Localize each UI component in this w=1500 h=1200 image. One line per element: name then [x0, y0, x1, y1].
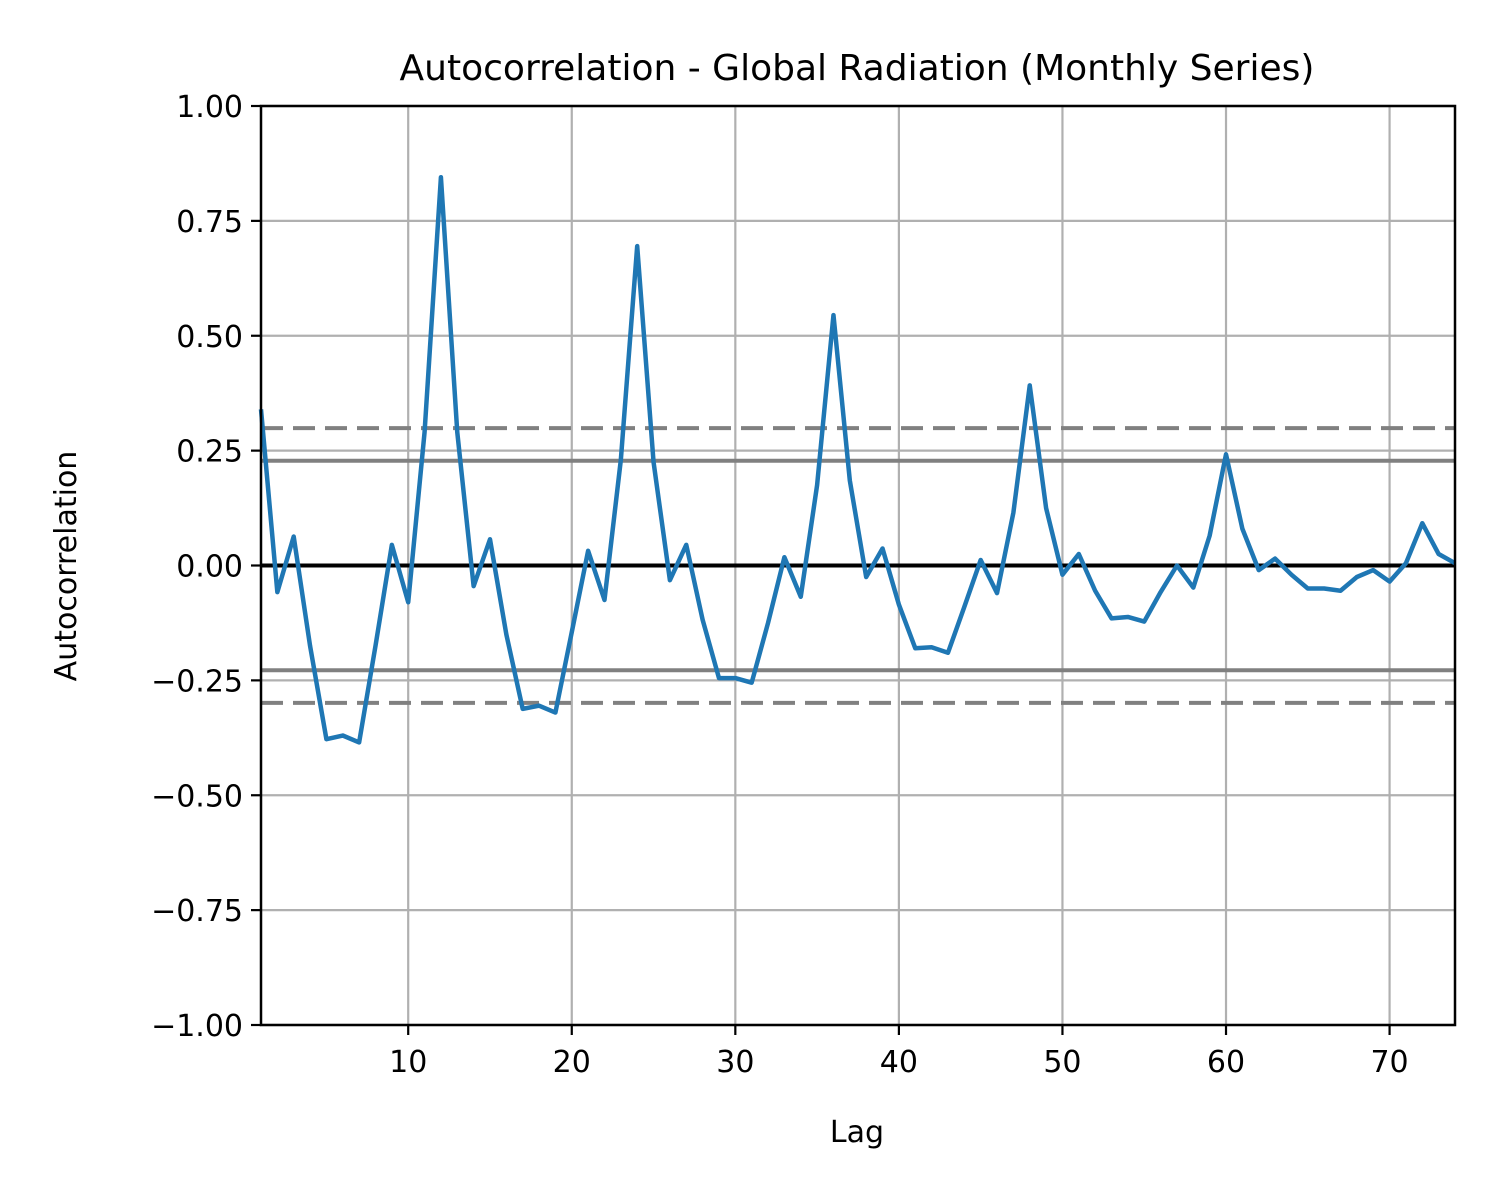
- series: [258, 174, 1457, 745]
- autocorrelation-series-line: [258, 174, 1457, 745]
- axes: [251, 104, 1457, 1035]
- x-tick-label: 20: [553, 1045, 591, 1080]
- x-tick-label: 30: [716, 1045, 754, 1080]
- y-tick-label: −0.50: [151, 779, 243, 814]
- x-tick-label: 50: [1043, 1045, 1081, 1080]
- y-tick-label: 1.00: [176, 90, 243, 125]
- x-axis-label: Lag: [830, 1115, 884, 1150]
- chart-title: Autocorrelation - Global Radiation (Mont…: [400, 48, 1315, 89]
- y-tick-label: −0.75: [151, 894, 243, 929]
- y-tick-label: 0.50: [176, 320, 243, 355]
- y-tick-label: −1.00: [151, 1009, 243, 1044]
- y-tick-label: −0.25: [151, 664, 243, 699]
- x-tick-label: 70: [1370, 1045, 1408, 1080]
- y-tick-label: 0.00: [176, 550, 243, 585]
- x-tick-label: 10: [389, 1045, 427, 1080]
- tick-labels: 10 20 30 40 50 60 70 1.00 0.75 0.50 0.25 0.00 −0.25 −…: [151, 90, 1409, 1080]
- x-tick-label: 40: [880, 1045, 918, 1080]
- y-tick-label: 0.75: [176, 205, 243, 240]
- y-tick-label: 0.25: [176, 435, 243, 470]
- x-tick-label: 60: [1207, 1045, 1245, 1080]
- y-axis-label: Autocorrelation: [49, 451, 84, 682]
